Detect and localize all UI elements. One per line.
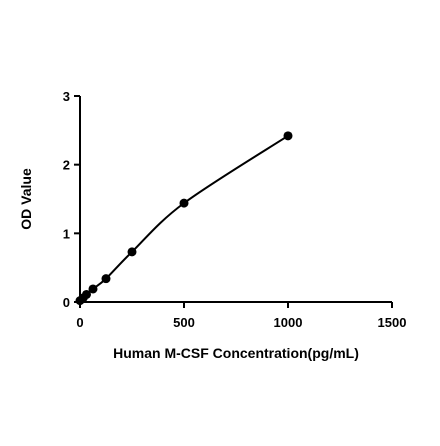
axes xyxy=(79,96,392,303)
y-ticks: 0 1 2 3 xyxy=(63,89,80,310)
data-point xyxy=(88,284,98,294)
x-axis-label: Human M-CSF Concentration(pg/mL) xyxy=(113,345,359,361)
fit-curve xyxy=(79,134,289,302)
data-point xyxy=(82,289,91,299)
data-point xyxy=(179,198,189,208)
data-points xyxy=(75,131,293,306)
data-point xyxy=(101,274,111,284)
y-axis-label: OD Value xyxy=(18,168,34,230)
x-ticks: 0 500 1000 1500 xyxy=(76,302,406,330)
y-tick-label: 2 xyxy=(63,158,70,173)
y-tick-label: 3 xyxy=(63,89,70,104)
data-point xyxy=(283,131,293,141)
x-tick-label: 1000 xyxy=(274,315,303,330)
y-tick-label: 0 xyxy=(63,295,70,310)
y-tick-label: 1 xyxy=(63,226,70,241)
x-tick-label: 0 xyxy=(76,315,83,330)
data-point xyxy=(127,247,137,257)
x-tick-label: 1500 xyxy=(378,315,407,330)
x-tick-label: 500 xyxy=(173,315,195,330)
